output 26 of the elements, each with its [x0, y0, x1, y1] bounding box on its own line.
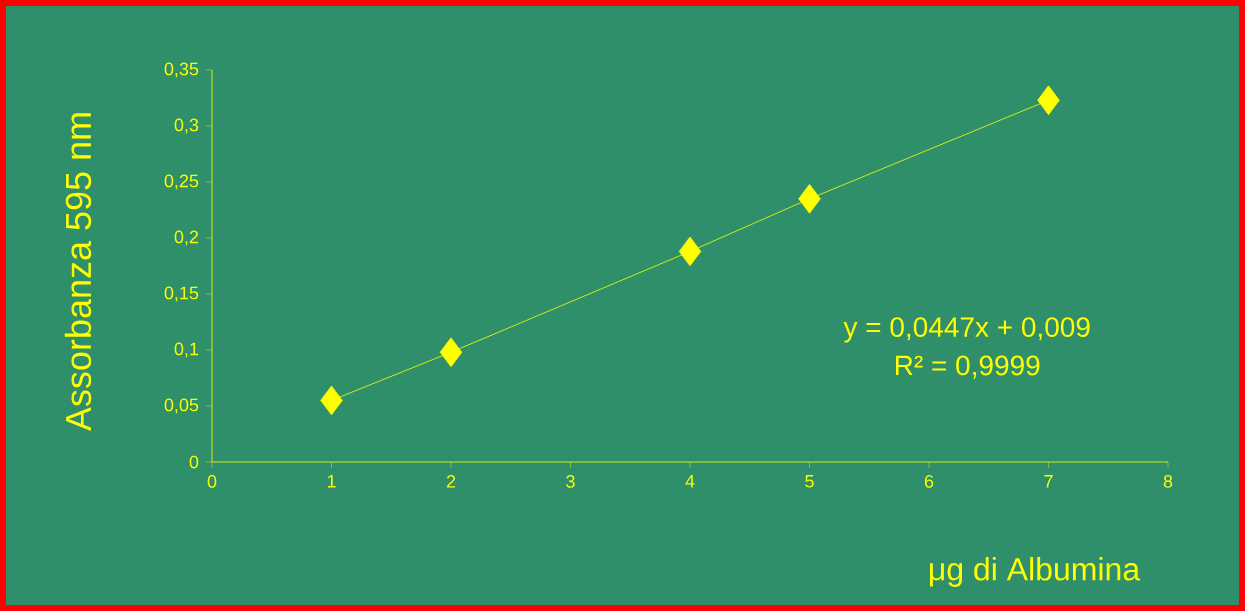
x-tick-label: 0 — [207, 475, 217, 488]
x-tick-label: 7 — [1044, 475, 1053, 488]
y-tick-label: 0,05 — [164, 398, 199, 414]
x-tick-label: 6 — [924, 475, 934, 488]
annotation: R² = 0,9999 — [896, 355, 1040, 379]
x-tick-label: 3 — [566, 475, 575, 488]
y-axis-title: Assorbanza 595 nm — [64, 113, 92, 432]
x-tick-label: 8 — [1163, 475, 1173, 488]
y-tick-label: 0 — [189, 455, 199, 469]
point — [1037, 85, 1060, 116]
y-tick-label: 0,25 — [164, 174, 199, 190]
x-tick-label: 5 — [805, 475, 814, 488]
point — [439, 337, 463, 368]
y-tick-label: 0,15 — [164, 286, 199, 302]
x-tick-label: 2 — [446, 475, 456, 488]
x-axis-title: μg di Albumina — [930, 557, 1141, 587]
point — [320, 385, 343, 416]
annotation: y = 0,0447x + 0,009 — [843, 317, 1090, 343]
point — [798, 184, 821, 214]
x-tick-label: 4 — [685, 475, 695, 488]
y-tick-label: 0,35 — [164, 62, 199, 78]
point — [678, 236, 702, 267]
y-tick-label: 0,2 — [174, 230, 199, 246]
x-tick-label: 1 — [327, 475, 336, 488]
y-tick-label: 0,3 — [174, 118, 199, 134]
y-tick-label: 0,1 — [174, 342, 199, 358]
